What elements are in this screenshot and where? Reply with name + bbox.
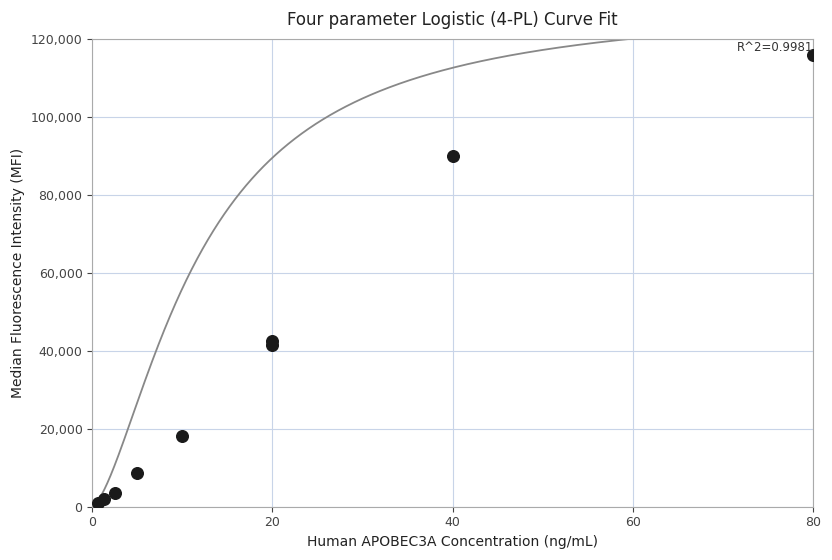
Title: Four parameter Logistic (4-PL) Curve Fit: Four parameter Logistic (4-PL) Curve Fit [287, 11, 618, 29]
Point [265, 340, 279, 349]
Y-axis label: Median Fluorescence Intensity (MFI): Median Fluorescence Intensity (MFI) [11, 148, 25, 398]
Point [92, 498, 105, 507]
Point [97, 494, 110, 503]
Point [176, 432, 189, 441]
Point [108, 488, 121, 497]
Point [131, 469, 144, 478]
Text: R^2=0.9981: R^2=0.9981 [736, 41, 813, 54]
Point [265, 337, 279, 346]
Point [446, 151, 459, 160]
X-axis label: Human APOBEC3A Concentration (ng/mL): Human APOBEC3A Concentration (ng/mL) [307, 535, 598, 549]
Point [806, 50, 820, 59]
